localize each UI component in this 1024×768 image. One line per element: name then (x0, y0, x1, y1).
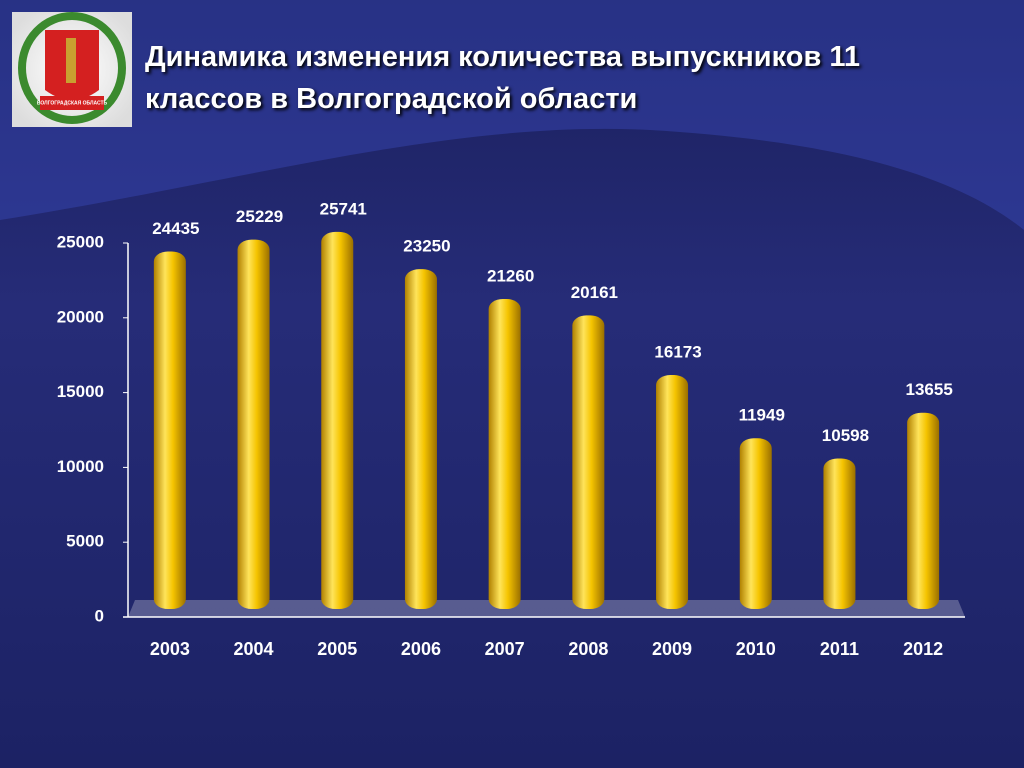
value-label: 21260 (487, 266, 534, 285)
value-label: 24435 (152, 219, 199, 238)
value-label: 23250 (403, 237, 450, 256)
value-label: 16173 (654, 343, 701, 362)
bar (153, 251, 186, 609)
y-tick-label: 0 (95, 606, 104, 625)
emblem: ВОЛГОГРАДСКАЯ ОБЛАСТЬ (12, 12, 132, 127)
x-tick-label: 2008 (568, 639, 608, 659)
emblem-text: ВОЛГОГРАДСКАЯ ОБЛАСТЬ (37, 100, 108, 106)
bar (656, 375, 689, 609)
value-label: 10598 (822, 426, 869, 445)
bar (739, 438, 772, 609)
value-label: 20161 (571, 283, 618, 302)
bar (488, 298, 521, 609)
bar (237, 239, 270, 609)
bar (907, 412, 940, 609)
x-tick-label: 2003 (150, 639, 190, 659)
x-tick-label: 2005 (317, 639, 357, 659)
x-tick-label: 2004 (234, 639, 274, 659)
y-tick-label: 15000 (57, 382, 104, 401)
y-tick-label: 20000 (57, 307, 104, 326)
value-label: 11949 (739, 406, 785, 425)
value-label: 13655 (906, 380, 953, 399)
x-tick-label: 2010 (736, 639, 776, 659)
y-tick-label: 5000 (66, 532, 104, 551)
x-tick-label: 2011 (820, 639, 859, 659)
value-label: 25229 (236, 207, 283, 226)
bar (404, 269, 437, 609)
bar (572, 315, 605, 609)
x-tick-label: 2012 (903, 639, 943, 659)
background-wave (0, 0, 1024, 230)
value-label: 25741 (320, 199, 367, 218)
bar (823, 458, 856, 609)
y-tick-label: 25000 (57, 232, 104, 251)
chart-title: Динамика изменения количества выпускнико… (145, 41, 860, 115)
y-tick-label: 10000 (57, 457, 104, 476)
bar (321, 231, 354, 609)
x-tick-label: 2006 (401, 639, 441, 659)
x-tick-label: 2009 (652, 639, 692, 659)
x-tick-label: 2007 (485, 639, 525, 659)
